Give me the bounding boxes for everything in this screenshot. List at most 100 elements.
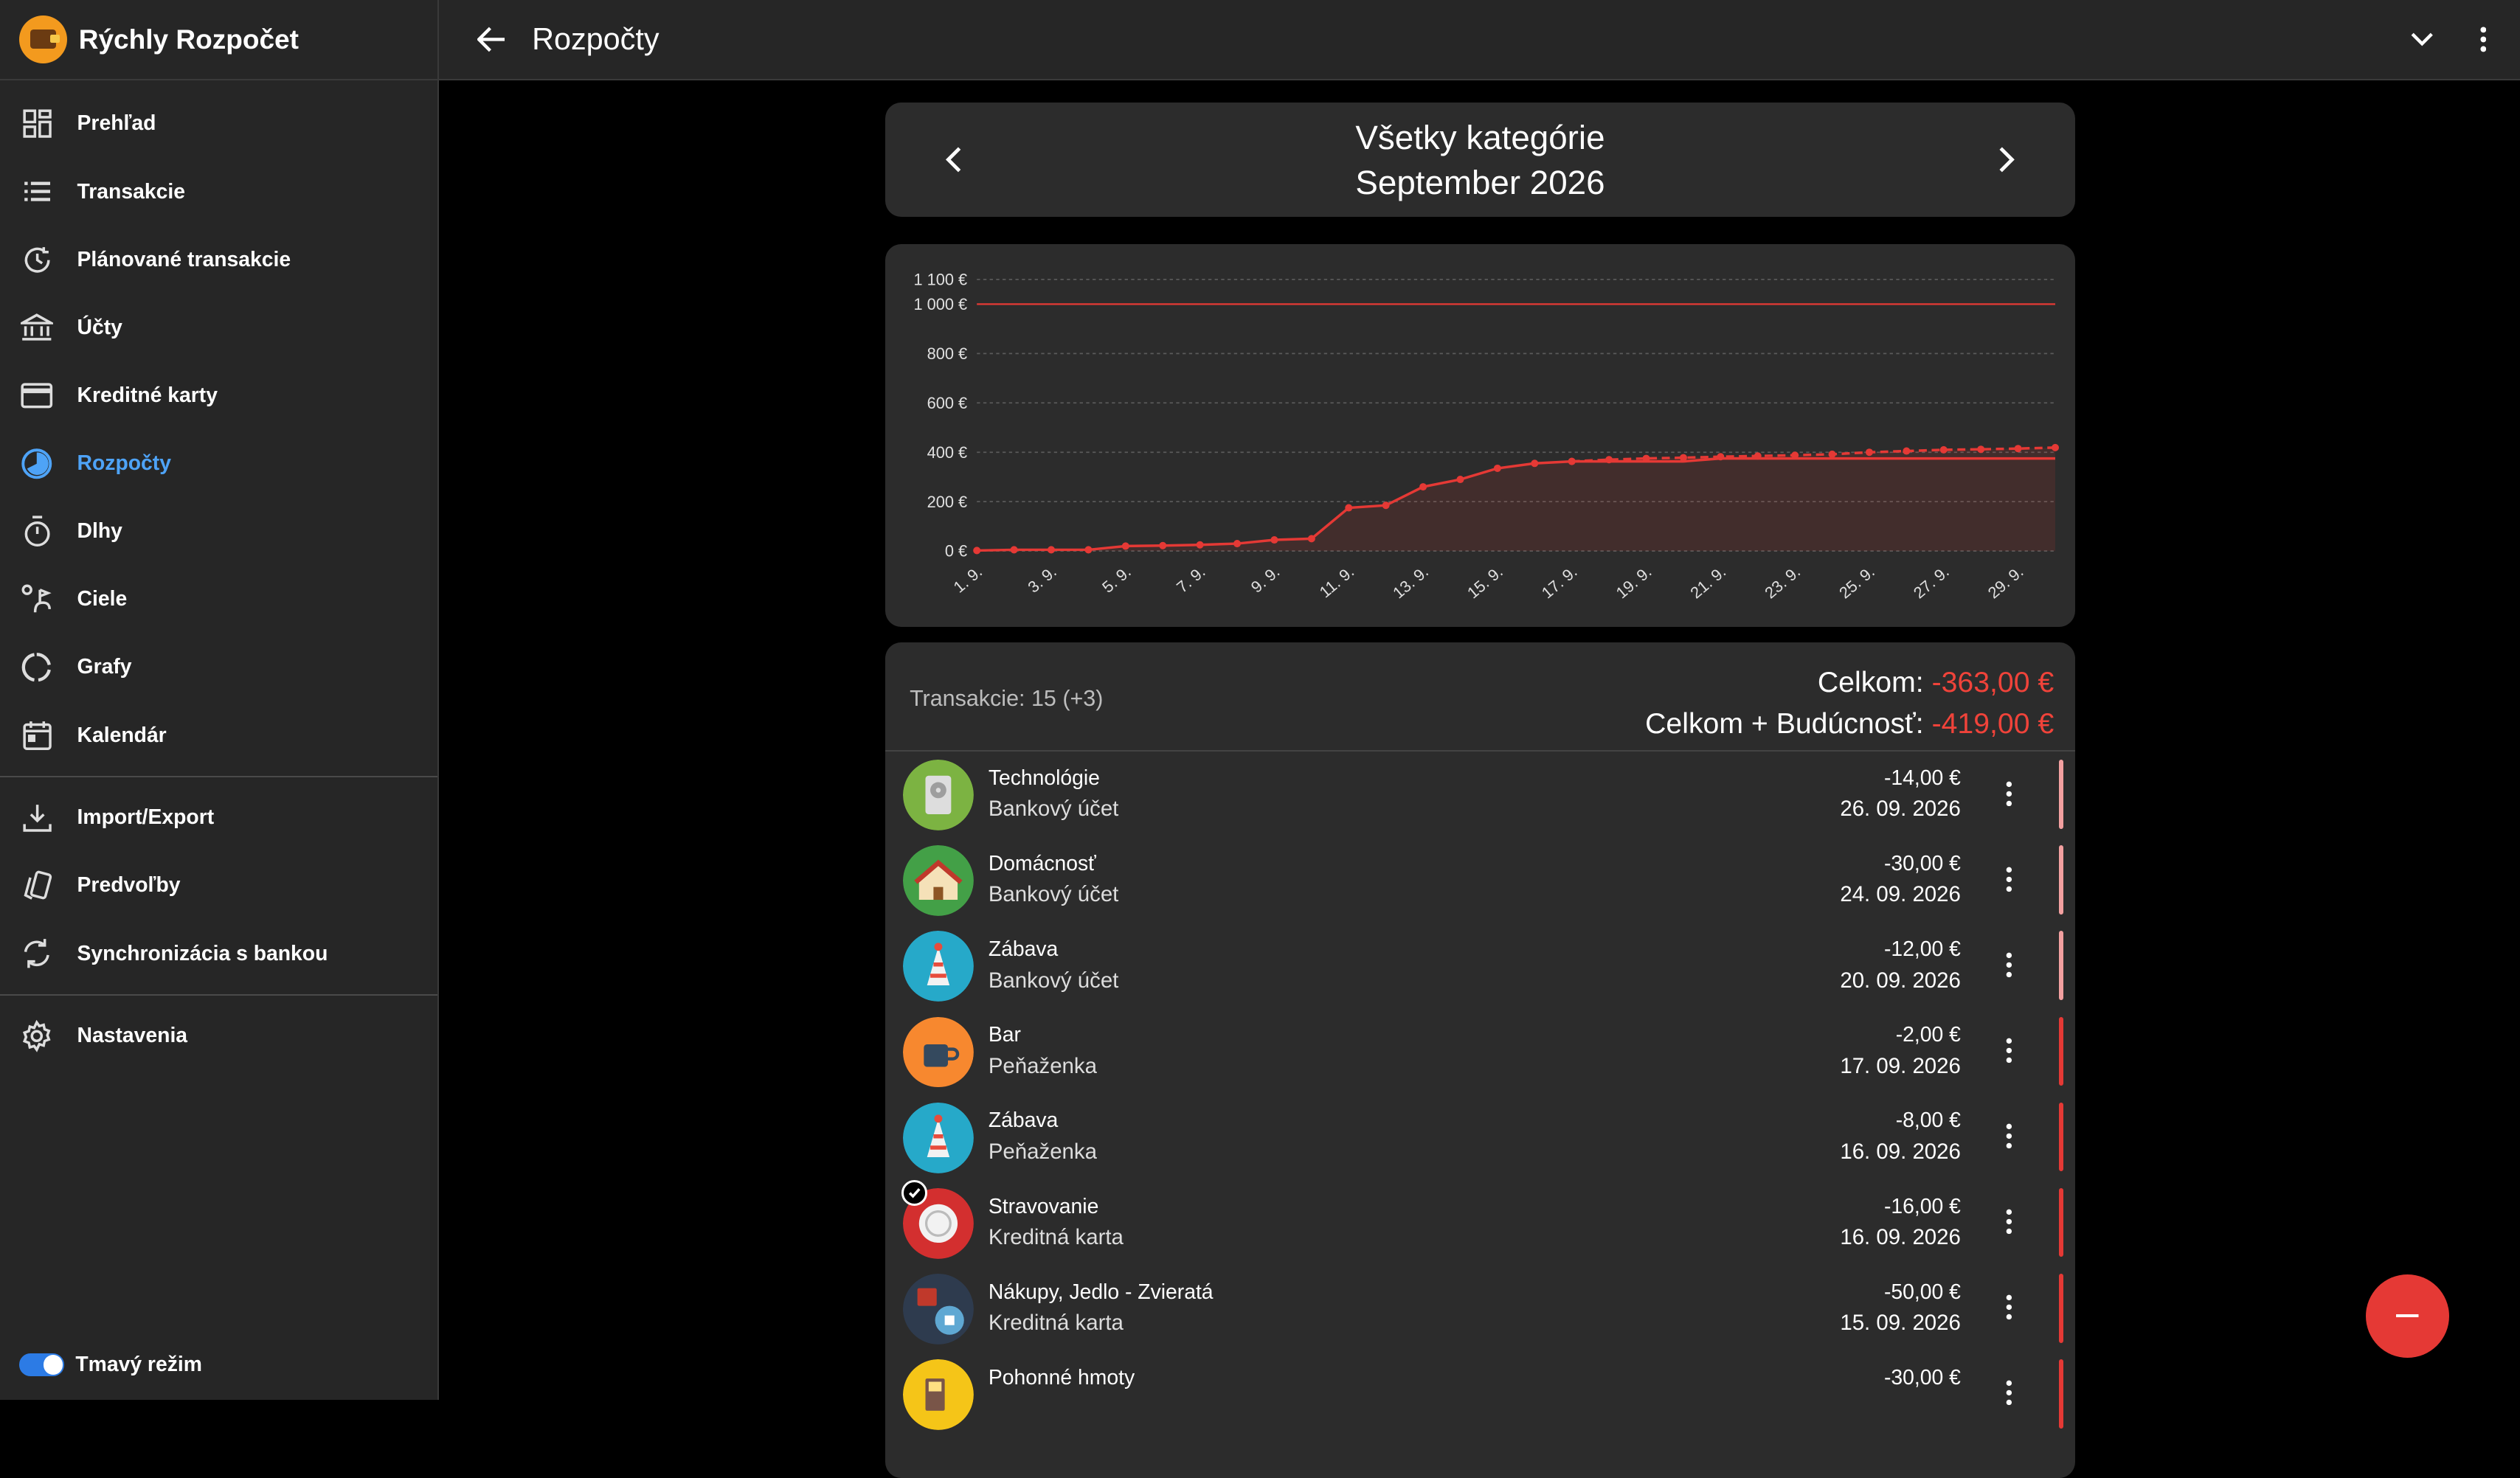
- transaction-amount: -30,00 €: [1883, 852, 1961, 876]
- sidebar-item-nastavenia[interactable]: Nastavenia: [0, 1002, 437, 1070]
- transaction-row[interactable]: Technológie Bankový účet -14,00 € 26. 09. 2…: [885, 752, 2074, 837]
- period-month: September 2026: [1355, 163, 1605, 201]
- sidebar-item-label: Synchronizácia s bankou: [77, 941, 328, 965]
- sidebar-item-label: Dlhy: [77, 519, 122, 544]
- brand[interactable]: Rýchly Rozpočet: [0, 0, 437, 80]
- download-icon: [19, 800, 55, 836]
- transaction-account: Bankový účet: [988, 882, 1119, 907]
- transaction-date: 15. 09. 2026: [1840, 1311, 1961, 1336]
- sidebar-item-dlhy[interactable]: Dlhy: [0, 498, 437, 566]
- x-tick-label: 15. 9.: [1464, 562, 1506, 602]
- transaction-row[interactable]: Domácnosť Bankový účet -30,00 € 24. 09. 202…: [885, 837, 2074, 923]
- transaction-amount: -12,00 €: [1883, 937, 1961, 962]
- data-point: [1605, 456, 1613, 464]
- transaction-category: Zábava: [988, 1108, 1059, 1133]
- more-vert-icon[interactable]: [1991, 944, 2026, 986]
- transaction-amount: -8,00 €: [1895, 1108, 1961, 1133]
- more-vert-icon[interactable]: [1991, 1201, 2026, 1243]
- sidebar-item-prehlad[interactable]: Prehľad: [0, 90, 437, 158]
- sidebar-item-kalendar[interactable]: Kalendár: [0, 701, 437, 769]
- sidebar-item-rozpocty[interactable]: Rozpočty: [0, 430, 437, 498]
- transaction-amount: -30,00 €: [1883, 1365, 1961, 1389]
- more-vert-icon[interactable]: [2459, 15, 2507, 63]
- chevron-down-icon[interactable]: [2398, 15, 2445, 63]
- sidebar-item-synchronizacia[interactable]: Synchronizácia s bankou: [0, 920, 437, 988]
- nav-tools: Import/Export Predvoľby Synchronizácia s…: [0, 784, 437, 988]
- status-bar: [2058, 760, 2064, 829]
- top-app-bar: Rozpočty: [438, 0, 2520, 80]
- plate-icon: [903, 1187, 975, 1259]
- scheduled-icon: [19, 242, 55, 277]
- sidebar-item-label: Rozpočty: [77, 451, 171, 476]
- transaction-row[interactable]: Pohonné hmoty -30,00 €: [885, 1351, 2074, 1437]
- sync-icon: [19, 936, 55, 971]
- x-tick-label: 9. 9.: [1247, 562, 1284, 596]
- sidebar-item-transakcie[interactable]: Transakcie: [0, 158, 437, 226]
- x-tick-label: 11. 9.: [1316, 562, 1358, 601]
- next-period-button[interactable]: [1972, 125, 2043, 195]
- future-total-value: -419,00 €: [1931, 708, 2055, 740]
- more-vert-icon[interactable]: [1991, 1115, 2026, 1157]
- sidebar-item-ciele[interactable]: Ciele: [0, 566, 437, 634]
- data-point: [2014, 445, 2022, 453]
- back-arrow-icon[interactable]: [474, 21, 510, 57]
- dark-mode-toggle[interactable]: Tmavý režim: [19, 1353, 202, 1377]
- more-vert-icon[interactable]: [1991, 1030, 2026, 1072]
- sidebar-item-kreditne-karty[interactable]: Kreditné karty: [0, 361, 437, 429]
- sidebar-item-label: Nastavenia: [77, 1024, 188, 1048]
- goal-icon: [19, 582, 55, 617]
- transaction-row[interactable]: Zábava Bankový účet -12,00 € 20. 09. 2026: [885, 923, 2074, 1009]
- transaction-date: 17. 09. 2026: [1840, 1053, 1961, 1078]
- transaction-row[interactable]: Nákupy, Jedlo - Zvieratá Kreditná karta -5…: [885, 1266, 2074, 1351]
- status-bar: [2058, 1016, 2064, 1086]
- x-tick-label: 13. 9.: [1390, 562, 1433, 602]
- more-vert-icon[interactable]: [1991, 858, 2026, 901]
- transaction-row[interactable]: Zábava Peňaženka -8,00 € 16. 09. 2026: [885, 1094, 2074, 1180]
- y-tick-label: 400 €: [927, 443, 967, 462]
- sidebar-divider: [0, 993, 437, 996]
- data-point: [1084, 546, 1093, 554]
- add-expense-button[interactable]: [2365, 1274, 2450, 1358]
- dark-mode-label: Tmavý režim: [75, 1353, 202, 1377]
- sidebar-item-label: Transakcie: [77, 179, 185, 204]
- gear-icon: [19, 1019, 55, 1054]
- more-vert-icon[interactable]: [1991, 1372, 2026, 1414]
- transaction-account: Bankový účet: [988, 797, 1119, 822]
- status-bar: [2058, 1187, 2064, 1257]
- transaction-category: Domácnosť: [988, 852, 1096, 876]
- presets-icon: [19, 868, 55, 903]
- data-point: [1791, 451, 1799, 459]
- more-vert-icon[interactable]: [1991, 1286, 2026, 1328]
- transaction-row[interactable]: Stravovanie Kreditná karta -16,00 € 16. 09.…: [885, 1179, 2074, 1266]
- data-point: [1680, 454, 1688, 462]
- sidebar-item-grafy[interactable]: Grafy: [0, 634, 437, 701]
- sidebar: Rýchly Rozpočet Prehľad Transakcie Pláno…: [0, 0, 439, 1400]
- sidebar-item-label: Grafy: [77, 655, 132, 679]
- data-point: [1345, 504, 1353, 512]
- shopping-icon: [903, 1273, 975, 1345]
- chevron-right-icon: [1999, 147, 2015, 173]
- toggle-switch[interactable]: [19, 1353, 65, 1376]
- status-bar: [2058, 1273, 2064, 1343]
- transaction-account: Kreditná karta: [988, 1224, 1124, 1249]
- data-point: [1382, 502, 1391, 510]
- transaction-amount: -14,00 €: [1883, 766, 1961, 790]
- transaction-row[interactable]: Bar Peňaženka -2,00 € 17. 09. 2026: [885, 1009, 2074, 1094]
- y-tick-label: 0 €: [945, 542, 967, 561]
- transaction-account: Bankový účet: [988, 968, 1119, 993]
- sidebar-item-label: Kreditné karty: [77, 383, 218, 407]
- period-selector: Všetky kategórie September 2026: [885, 103, 2075, 218]
- sidebar-item-ucty[interactable]: Účty: [0, 294, 437, 361]
- more-vert-icon[interactable]: [1991, 773, 2026, 815]
- timer-icon: [19, 514, 55, 549]
- data-point: [1456, 476, 1464, 484]
- sidebar-item-planovane[interactable]: Plánované transakcie: [0, 226, 437, 294]
- sidebar-item-predvolby[interactable]: Predvoľby: [0, 852, 437, 920]
- transaction-date: 16. 09. 2026: [1840, 1224, 1961, 1249]
- status-bar: [2058, 1102, 2064, 1172]
- list-icon: [19, 174, 55, 209]
- sidebar-item-import-export[interactable]: Import/Export: [0, 784, 437, 852]
- y-tick-label: 800 €: [927, 344, 967, 363]
- transaction-amount: -2,00 €: [1895, 1023, 1961, 1047]
- prev-period-button[interactable]: [918, 125, 989, 195]
